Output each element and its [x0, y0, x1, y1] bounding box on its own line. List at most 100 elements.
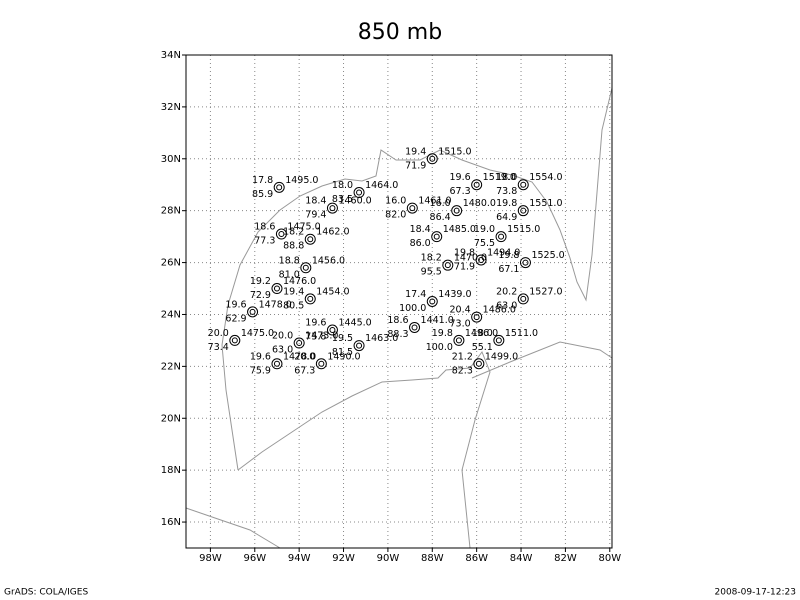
station-height: 1495.0	[285, 175, 318, 186]
station-temperature: 19.5	[332, 333, 353, 344]
station-temperature: 18.6	[254, 222, 275, 233]
station-marker	[431, 231, 443, 243]
y-tick-label: 30N	[161, 154, 181, 165]
station: 19.6 75.9 1478.0	[250, 351, 316, 376]
station-marker	[304, 293, 316, 305]
station-marker	[353, 340, 365, 352]
station-marker-inner	[356, 342, 363, 349]
station: 18.8 81.0 1456.0	[279, 255, 345, 280]
station-marker-inner	[520, 181, 527, 188]
y-tick-label: 32N	[161, 102, 181, 113]
yucatan-coast	[237, 350, 491, 549]
station-humidity: 63.0	[496, 300, 517, 311]
station-height: 1464.0	[365, 180, 398, 191]
station: 19.4 71.9 1515.0	[405, 146, 471, 171]
y-tick-label: 24N	[161, 309, 181, 320]
station-humidity: 75.8	[305, 332, 326, 343]
station-height: 1463.0	[365, 333, 398, 344]
station-temperature: 18.4	[305, 196, 326, 207]
station-temperature: 20.0	[272, 331, 293, 342]
station-height: 1480.0	[463, 198, 496, 209]
station-marker-inner	[453, 207, 460, 214]
station-height: 1554.0	[529, 172, 562, 183]
station-humidity: 75.5	[474, 238, 495, 249]
plot-frame	[185, 54, 613, 549]
station-humidity: 85.9	[252, 189, 273, 200]
station-height: 1494.0	[487, 247, 520, 258]
station-humidity: 79.4	[305, 210, 326, 221]
station-temperature: 18.0	[332, 180, 353, 191]
station-height: 1515.0	[438, 146, 471, 157]
station-marker	[471, 179, 483, 191]
station-marker-inner	[520, 207, 527, 214]
station-height: 1511.0	[505, 328, 538, 339]
station-humidity: 77.3	[254, 236, 275, 247]
station-temperature: 17.8	[252, 175, 273, 186]
station-height: 1525.0	[531, 250, 564, 261]
station-marker-inner	[433, 233, 440, 240]
y-tick-label: 22N	[161, 361, 181, 372]
station-height: 1460.0	[338, 196, 371, 207]
pacific-coast	[185, 507, 281, 549]
station-temperature: 18.6	[387, 315, 408, 326]
station-marker	[293, 337, 305, 349]
station-marker-inner	[478, 256, 485, 263]
station: 18.0 73.8 1554.0	[496, 172, 562, 197]
station-marker-inner	[307, 236, 314, 243]
station-marker-inner	[273, 285, 280, 292]
station-height: 1478.0	[259, 299, 292, 310]
station-height: 1473.0	[305, 331, 338, 342]
station: 18.6 77.3 1475.0	[254, 222, 320, 247]
station-humidity: 62.9	[225, 313, 246, 324]
station: 18.0 55.1 1511.0	[472, 328, 538, 353]
station-humidity: 67.3	[450, 186, 471, 197]
station: 20.0 63.0 1473.0	[272, 331, 338, 356]
station: 17.4 100.0 1439.0	[399, 289, 471, 314]
station-marker	[273, 181, 285, 193]
station-marker	[475, 254, 487, 266]
station-marker-inner	[475, 360, 482, 367]
station-humidity: 73.4	[208, 342, 229, 353]
station-height: 1475.0	[287, 222, 320, 233]
station-marker	[517, 293, 529, 305]
station-height: 1527.0	[529, 286, 562, 297]
station-temperature: 18.8	[279, 255, 300, 266]
x-tick-label: 86W	[465, 553, 488, 564]
station: 18.2 88.8 1462.0	[283, 227, 349, 252]
station-marker	[271, 358, 283, 370]
station-marker	[409, 321, 421, 333]
station: 18.4 79.4 1460.0	[305, 196, 371, 221]
station-temperature: 19.4	[283, 286, 304, 297]
station-temperature: 19.4	[405, 146, 426, 157]
station-temperature: 21.2	[452, 351, 473, 362]
station-marker	[247, 306, 259, 318]
station: 19.0 75.5 1515.0	[474, 224, 540, 249]
station: 19.6 67.3 1519.0	[450, 172, 516, 197]
station: 20.4 73.0 1486.0	[450, 305, 516, 330]
station-height: 1456.0	[312, 255, 345, 266]
station-height: 1445.0	[338, 318, 371, 329]
station-humidity: 88.3	[387, 329, 408, 340]
station-height: 1486.0	[483, 305, 516, 316]
station-temperature: 18.2	[283, 227, 304, 238]
station: 20.0 73.4 1475.0	[208, 328, 274, 353]
y-tick-label: 18N	[161, 465, 181, 476]
station-temperature: 18.4	[410, 224, 431, 235]
station-temperature: 17.4	[405, 289, 426, 300]
x-tick-label: 88W	[421, 553, 444, 564]
station-humidity: 67.1	[498, 264, 519, 275]
station-humidity: 71.9	[405, 160, 426, 171]
station: 19.6 75.8 1445.0	[305, 318, 371, 343]
station-marker-inner	[409, 205, 416, 212]
station-marker-inner	[307, 295, 314, 302]
station-height: 1519.0	[483, 172, 516, 183]
station: 19.4 80.5 1454.0	[283, 286, 349, 311]
station-temperature: 19.8	[454, 247, 475, 258]
station-height: 1439.0	[438, 289, 471, 300]
station-humidity: 88.8	[283, 241, 304, 252]
station-humidity: 64.9	[496, 212, 517, 223]
station-marker	[426, 296, 438, 307]
station-marker-inner	[444, 262, 451, 269]
